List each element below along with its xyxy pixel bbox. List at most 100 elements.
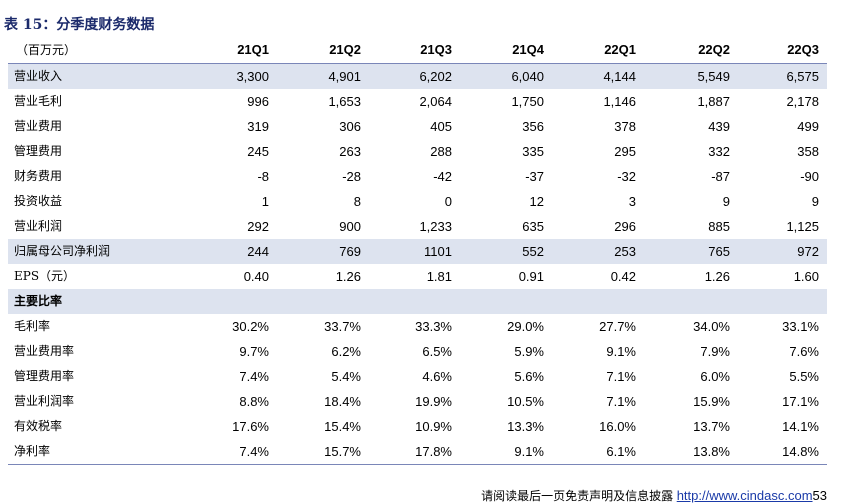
row-label: 净利率: [14, 444, 51, 458]
table-cell: 4,144: [603, 69, 636, 84]
table-cell: 378: [614, 119, 636, 134]
table-cell: 6.2%: [331, 344, 361, 359]
table-cell: 1: [261, 194, 269, 209]
table-cell: 34.0%: [693, 319, 730, 334]
table-cell: 29.0%: [507, 319, 544, 334]
table-cell: 6,575: [786, 69, 819, 84]
table-cell: 5,549: [697, 69, 730, 84]
table-cell: 335: [522, 144, 544, 159]
page-footer: 请阅读最后一页免责声明及信息披露 http://www.cindasc.com5…: [481, 487, 827, 504]
table-cell: 356: [522, 119, 544, 134]
column-header: 22Q3: [787, 42, 819, 57]
table-cell: 1,233: [419, 219, 452, 234]
table-row: 营业收入 3,300 4,901 6,202 6,040 4,144 5,549 6,575: [8, 64, 827, 89]
table-cell: 13.7%: [693, 419, 730, 434]
table-cell: 7.6%: [789, 344, 819, 359]
table-cell: 1,887: [697, 94, 730, 109]
row-label: 管理费用率: [14, 369, 75, 383]
table-row: 净利率 7.4% 15.7% 17.8% 9.1% 6.1% 13.8% 14.8%: [8, 439, 827, 464]
table-cell: 996: [247, 94, 269, 109]
table-cell: 900: [339, 219, 361, 234]
column-header: 21Q1: [237, 42, 269, 57]
table-cell: 4.6%: [422, 369, 452, 384]
table-cell: 33.7%: [324, 319, 361, 334]
table-cell: 1,125: [786, 219, 819, 234]
row-label: 营业收入: [14, 69, 63, 83]
table-cell: -42: [433, 169, 452, 184]
table-cell: 263: [339, 144, 361, 159]
table-cell: 405: [430, 119, 452, 134]
table-row: 投资收益 1 8 0 12 3 9 9: [8, 189, 827, 214]
table-cell: 14.1%: [782, 419, 819, 434]
table-cell: 7.9%: [700, 344, 730, 359]
table-cell: 2,178: [786, 94, 819, 109]
table-cell: 17.8%: [415, 444, 452, 459]
column-header: 21Q4: [512, 42, 544, 57]
row-label: 管理费用: [14, 144, 63, 158]
table-cell: 2,064: [419, 94, 452, 109]
table-cell: -28: [342, 169, 361, 184]
table-cell: 13.8%: [693, 444, 730, 459]
table-cell: 6.0%: [700, 369, 730, 384]
table-row: 归属母公司净利润 244 769 1101 552 253 765 972: [8, 239, 827, 264]
row-label: 毛利率: [14, 319, 51, 333]
table-cell: 1.26: [704, 269, 730, 284]
row-label: 营业利润率: [14, 394, 75, 408]
table-cell: 17.6%: [232, 419, 269, 434]
table-cell: 1.26: [335, 269, 361, 284]
table-cell: 9.1%: [514, 444, 544, 459]
quarterly-financials-table: （百万元） 21Q1 21Q2 21Q3 21Q4 22Q1 22Q2 22Q3…: [8, 37, 827, 464]
table-cell: 6,202: [419, 69, 452, 84]
table-cell: 1,750: [511, 94, 544, 109]
table-cell: -87: [711, 169, 730, 184]
table-cell: 0: [444, 194, 452, 209]
table-cell: 1101: [424, 244, 452, 259]
table-cell: 6.1%: [606, 444, 636, 459]
table-cell: 358: [797, 144, 819, 159]
table-cell: 295: [614, 144, 636, 159]
table-cell: 7.4%: [239, 369, 269, 384]
table-cell: 332: [708, 144, 730, 159]
table-row: 营业利润率 8.8% 18.4% 19.9% 10.5% 7.1% 15.9% 17.1%: [8, 389, 827, 414]
table-cell: 245: [247, 144, 269, 159]
table-cell: 6,040: [511, 69, 544, 84]
table-cell: 7.1%: [606, 394, 636, 409]
table-cell: 0.91: [518, 269, 544, 284]
table-cell: 439: [708, 119, 730, 134]
website-link[interactable]: http://www.cindasc.com: [676, 488, 813, 503]
table-cell: 4,901: [328, 69, 361, 84]
table-cell: 244: [247, 244, 269, 259]
table-header-row: （百万元） 21Q1 21Q2 21Q3 21Q4 22Q1 22Q2 22Q3: [8, 37, 827, 64]
table-cell: 0.40: [243, 269, 269, 284]
row-label: 投资收益: [14, 194, 63, 208]
table-cell: 33.1%: [782, 319, 819, 334]
table-row: 营业费用 319 306 405 356 378 439 499: [8, 114, 827, 139]
table-cell: 33.3%: [415, 319, 452, 334]
table-cell: 10.9%: [415, 419, 452, 434]
row-label: 营业费用率: [14, 344, 75, 358]
table-cell: 17.1%: [782, 394, 819, 409]
table-cell: 292: [247, 219, 269, 234]
table-cell: 12: [529, 194, 544, 209]
table-cell: 635: [522, 219, 544, 234]
table-cell: 0.42: [610, 269, 636, 284]
table-cell: 1,653: [328, 94, 361, 109]
table-cell: 1.60: [793, 269, 819, 284]
row-label: 有效税率: [14, 419, 63, 433]
table-cell: 3: [628, 194, 636, 209]
column-header: 22Q1: [604, 42, 636, 57]
disclaimer-text: 请阅读最后一页免责声明及信息披露: [481, 489, 674, 503]
table-cell: 18.4%: [324, 394, 361, 409]
table-row: 营业利润 292 900 1,233 635 296 885 1,125: [8, 214, 827, 239]
table-row: 营业费用率 9.7% 6.2% 6.5% 5.9% 9.1% 7.9% 7.6%: [8, 339, 827, 364]
table-cell: 296: [614, 219, 636, 234]
table-cell: 1.81: [426, 269, 452, 284]
table-cell: 13.3%: [507, 419, 544, 434]
table-cell: -90: [800, 169, 819, 184]
table-row: 管理费用 245 263 288 335 295 332 358: [8, 139, 827, 164]
table-bottom-rule: [8, 464, 827, 465]
table-title: 表 15：分季度财务数据: [4, 17, 155, 33]
row-label: 营业费用: [14, 119, 63, 133]
page-number: 53: [812, 488, 827, 503]
table-cell: 7.1%: [606, 369, 636, 384]
